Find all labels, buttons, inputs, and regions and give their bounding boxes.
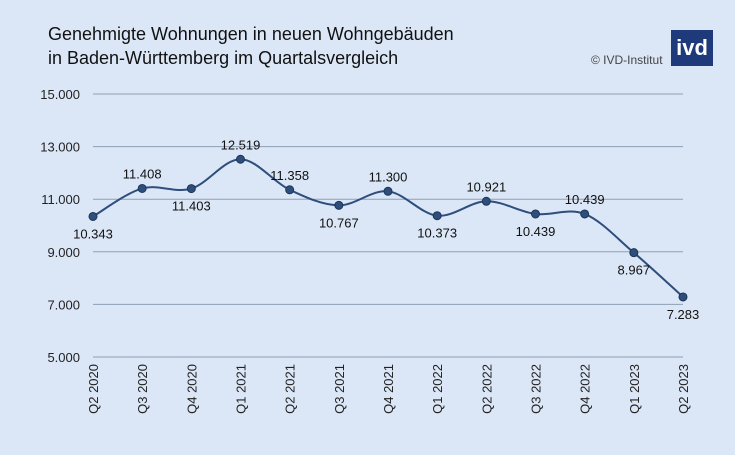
copyright-text: © IVD-Institut — [591, 53, 663, 67]
x-tick-label: Q4 2020 — [184, 364, 199, 414]
data-label: 7.283 — [667, 307, 700, 322]
data-label: 8.967 — [618, 263, 651, 278]
x-tick-label: Q2 2023 — [676, 364, 691, 414]
data-point — [285, 185, 295, 195]
x-tick-label: Q2 2022 — [479, 364, 494, 414]
x-tick-label: Q3 2020 — [135, 364, 150, 414]
x-tick-label: Q1 2022 — [430, 364, 445, 414]
grid-lines — [93, 93, 683, 358]
x-tick-label: Q4 2022 — [578, 364, 593, 414]
data-label: 12.519 — [221, 137, 261, 152]
x-tick-label: Q1 2023 — [627, 364, 642, 414]
data-label: 10.439 — [516, 224, 556, 239]
data-label: 11.358 — [270, 168, 309, 183]
data-label: 10.343 — [73, 226, 113, 241]
data-point — [236, 154, 245, 164]
data-label: 11.403 — [172, 199, 211, 214]
title-line-2: in Baden-Württemberg im Quartalsvergleic… — [48, 48, 399, 68]
data-label: 10.921 — [466, 179, 506, 194]
y-tick-label: 11.000 — [41, 192, 80, 207]
x-tick-label: Q4 2021 — [381, 364, 396, 414]
data-point — [88, 211, 98, 221]
ivd-logo: ivd — [671, 30, 713, 66]
x-tick-label: Q3 2022 — [529, 364, 544, 414]
chart-title: Genehmigte Wohnungen in neuen Wohngebäud… — [48, 22, 454, 70]
data-point — [186, 184, 196, 194]
x-tick-label: Q3 2021 — [332, 364, 347, 414]
x-tick-label: Q2 2020 — [86, 364, 101, 414]
data-point — [383, 186, 393, 196]
y-tick-label: 15.000 — [40, 87, 80, 102]
x-tick-label: Q1 2021 — [234, 364, 249, 414]
data-label: 10.373 — [417, 226, 457, 241]
y-tick-label: 5.000 — [47, 350, 80, 365]
data-label: 11.408 — [123, 166, 162, 181]
y-tick-label: 13.000 — [40, 140, 80, 155]
data-point — [432, 211, 442, 221]
x-tick-label: Q2 2021 — [283, 364, 298, 414]
data-point — [629, 248, 639, 258]
data-point — [334, 200, 344, 210]
y-axis-ticks: 5.000 7.000 9.000 11.000 13.000 15.000 — [40, 87, 80, 365]
y-tick-label: 7.000 — [47, 297, 80, 312]
data-point — [678, 292, 688, 302]
y-tick-label: 9.000 — [47, 245, 80, 260]
data-point — [580, 209, 590, 219]
data-points — [88, 154, 688, 302]
data-point — [531, 209, 540, 219]
data-point — [137, 183, 147, 193]
data-label: 10.767 — [319, 215, 359, 230]
x-axis-ticks: Q2 2020 Q3 2020 Q4 2020 Q1 2021 Q2 2021 Q3 20… — [86, 364, 691, 414]
data-label: 11.300 — [369, 169, 408, 184]
data-point — [481, 196, 491, 206]
title-line-1: Genehmigte Wohnungen in neuen Wohngebäud… — [48, 24, 454, 44]
data-labels: 10.343 11.408 11.403 12.519 11.358 10.767 11.3… — [73, 137, 699, 322]
data-label: 10.439 — [565, 192, 605, 207]
